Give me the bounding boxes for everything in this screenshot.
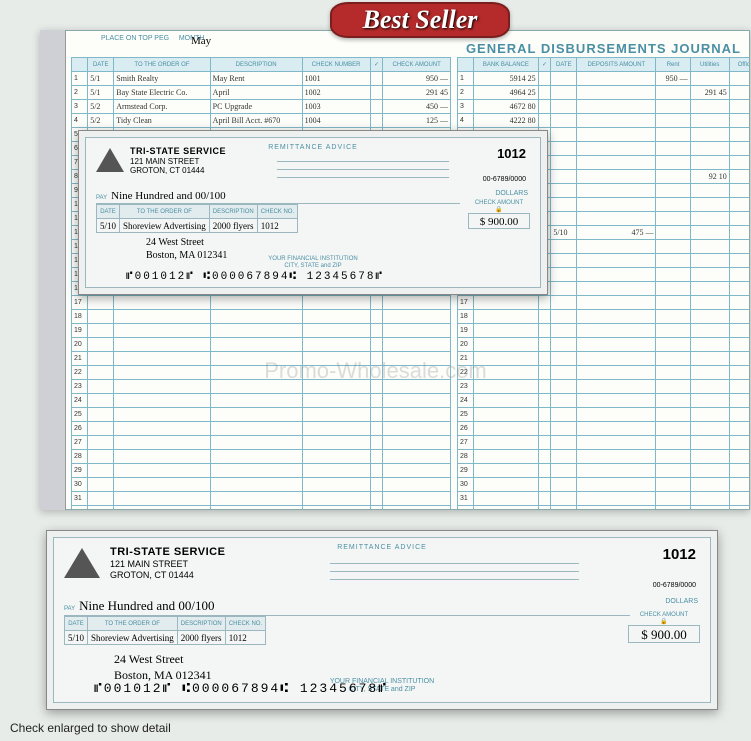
check-stub-table: DATETO THE ORDER OFDESCRIPTIONCHECK NO. … <box>96 204 298 233</box>
check-number: 1012 <box>497 146 526 161</box>
check-stub-table: DATETO THE ORDER OFDESCRIPTIONCHECK NO. … <box>64 616 266 645</box>
dollars-label: DOLLARS <box>495 190 528 197</box>
remittance-lines <box>330 556 579 580</box>
routing-fraction: 00-6789/0000 <box>653 582 696 589</box>
place-label: PLACE ON TOP PEG MONTH <box>101 35 205 42</box>
routing-fraction: 00-6789/0000 <box>483 176 526 183</box>
company-logo-icon <box>96 148 124 172</box>
best-seller-text: Best Seller <box>363 5 478 34</box>
company-block: TRI-STATE SERVICE 121 MAIN STREET GROTON… <box>110 546 225 581</box>
payee-address: 24 West StreetBoston, MA 012341 <box>114 652 212 683</box>
company-block: TRI-STATE SERVICE 121 MAIN STREET GROTON… <box>130 146 226 176</box>
company-logo-icon <box>64 548 100 578</box>
payee-address: 24 West StreetBoston, MA 012341 <box>146 236 227 262</box>
micr-line: ⑈001012⑈ ⑆000067894⑆ 12345678⑈ <box>94 681 388 696</box>
month-value: May <box>191 35 211 47</box>
check-small: TRI-STATE SERVICE 121 MAIN STREET GROTON… <box>78 130 548 295</box>
remittance-label: REMITTANCE ADVICE <box>268 144 358 151</box>
pay-line: PAYNine Hundred and 00/100 <box>64 598 630 616</box>
remittance-label: REMITTANCE ADVICE <box>337 544 427 551</box>
journal-title: GENERAL DISBURSEMENTS JOURNAL <box>466 41 741 56</box>
caption-text: Check enlarged to show detail <box>10 721 171 735</box>
best-seller-badge: Best Seller <box>330 2 510 38</box>
remittance-lines <box>277 154 450 178</box>
amount-box: CHECK AMOUNT 🔒 $ 900.00 <box>468 200 530 229</box>
pay-line: PAYNine Hundred and 00/100 <box>96 190 460 204</box>
check-large: TRI-STATE SERVICE 121 MAIN STREET GROTON… <box>46 530 718 710</box>
journal-binding <box>40 30 66 510</box>
dollars-label: DOLLARS <box>665 598 698 605</box>
check-number: 1012 <box>663 546 696 563</box>
financial-institution: YOUR FINANCIAL INSTITUTIONCITY, STATE an… <box>268 256 357 270</box>
amount-box: CHECK AMOUNT 🔒 $ 900.00 <box>628 612 700 643</box>
micr-line: ⑈001012⑈ ⑆000067894⑆ 12345678⑈ <box>126 271 384 283</box>
